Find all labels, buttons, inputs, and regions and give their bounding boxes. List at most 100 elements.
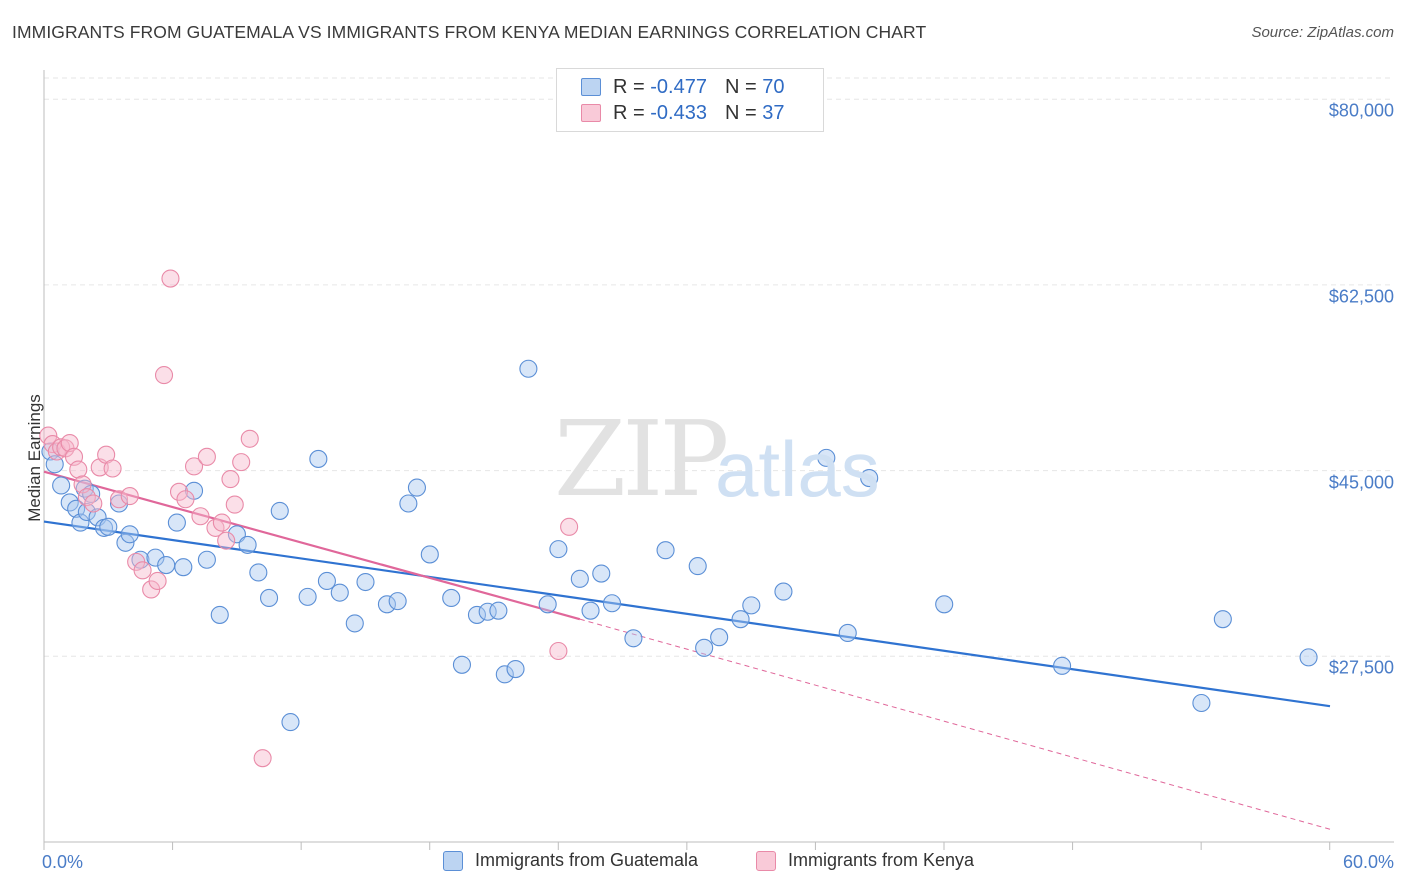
chart-source: Source: ZipAtlas.com	[1251, 24, 1394, 41]
point-guatemala	[116, 533, 135, 552]
point-guatemala	[695, 638, 714, 657]
point-guatemala	[731, 610, 750, 629]
point-guatemala	[377, 595, 396, 614]
watermark-zip: ZIP	[554, 398, 729, 520]
point-guatemala	[570, 569, 589, 588]
bottom-legend-swatch-kenya	[756, 850, 776, 871]
point-kenya	[39, 426, 58, 445]
point-kenya	[133, 561, 152, 580]
point-guatemala	[581, 601, 600, 620]
bottom-legend-kenya: Immigrants from Kenya	[756, 850, 974, 871]
legend-r-label: R =	[613, 101, 645, 124]
point-kenya	[84, 494, 103, 513]
point-guatemala	[356, 572, 375, 592]
point-guatemala	[298, 587, 317, 606]
legend-row-guatemala: R = -0.477 N = 70	[581, 75, 784, 99]
point-guatemala	[538, 595, 557, 614]
trend-line-kenya	[43, 470, 581, 621]
point-guatemala	[467, 605, 487, 624]
point-kenya	[154, 366, 174, 385]
correlation-legend: R = -0.477 N = 70 R = -0.433 N = 37	[556, 68, 824, 132]
point-guatemala	[489, 601, 508, 620]
legend-n-label: N =	[724, 101, 757, 124]
point-guatemala	[281, 713, 300, 732]
point-guatemala	[495, 665, 514, 684]
point-guatemala	[656, 541, 675, 560]
point-guatemala	[442, 588, 461, 607]
point-guatemala	[174, 558, 193, 577]
point-guatemala	[592, 564, 611, 583]
point-guatemala	[774, 582, 793, 601]
point-guatemala	[452, 655, 472, 674]
bottom-legend-guatemala: Immigrants from Guatemala	[443, 850, 698, 871]
point-kenya	[191, 507, 210, 526]
point-guatemala	[317, 571, 336, 591]
point-guatemala	[71, 513, 90, 532]
point-kenya	[161, 269, 180, 288]
axes	[43, 70, 1394, 850]
bottom-legend-label-kenya: Immigrants from Kenya	[788, 850, 975, 870]
point-kenya	[212, 513, 231, 532]
point-kenya	[69, 460, 88, 479]
point-guatemala	[388, 592, 407, 611]
legend-swatch-kenya	[581, 104, 601, 122]
y-tick-label: $80,000	[1328, 100, 1394, 121]
point-kenya	[103, 459, 122, 478]
point-kenya	[176, 490, 195, 509]
point-guatemala	[1213, 610, 1232, 629]
legend-swatch-guatemala	[581, 78, 601, 96]
point-guatemala	[227, 525, 246, 544]
point-kenya	[232, 453, 251, 472]
y-tick-label: $27,500	[1328, 657, 1394, 678]
legend-row-kenya: R = -0.433 N = 37	[581, 101, 784, 125]
legend-n-value: 70	[762, 75, 785, 98]
point-guatemala	[407, 478, 426, 497]
point-kenya	[221, 470, 240, 489]
legend-n-value: 37	[762, 101, 785, 124]
point-kenya	[169, 482, 189, 501]
x-tick-label-min: 0.0%	[42, 852, 84, 872]
point-kenya	[225, 495, 244, 514]
point-guatemala	[330, 583, 349, 602]
chart-title: IMMIGRANTS FROM GUATEMALA VS IMMIGRANTS …	[12, 22, 927, 42]
point-kenya	[549, 641, 568, 661]
point-guatemala	[602, 594, 622, 613]
point-guatemala	[519, 359, 538, 378]
point-guatemala	[399, 494, 418, 513]
trend-line-kenya-extended	[579, 618, 1331, 830]
point-guatemala	[688, 557, 707, 576]
point-guatemala	[99, 517, 118, 536]
point-guatemala	[420, 545, 439, 564]
point-kenya	[217, 531, 236, 550]
point-guatemala	[935, 595, 954, 614]
watermark-atlas: atlas	[715, 425, 880, 513]
data-points	[39, 269, 1318, 768]
legend-n-label: N =	[724, 75, 757, 98]
y-tick-label: $45,000	[1328, 472, 1394, 493]
legend-r-value: -0.477	[650, 75, 707, 98]
point-kenya	[253, 749, 272, 768]
point-guatemala	[210, 605, 229, 624]
bottom-legend-label-guatemala: Immigrants from Guatemala	[475, 850, 699, 870]
point-guatemala	[1053, 656, 1072, 675]
point-guatemala	[109, 494, 129, 513]
y-tick-label: $62,500	[1328, 286, 1394, 307]
point-kenya	[109, 490, 129, 509]
point-kenya	[560, 517, 579, 536]
x-tick-label-max: 60.0%	[1342, 852, 1394, 872]
point-guatemala	[238, 535, 257, 554]
point-kenya	[197, 447, 216, 466]
point-guatemala	[549, 540, 568, 559]
point-kenya	[240, 429, 259, 448]
point-guatemala	[249, 563, 268, 582]
point-guatemala	[624, 629, 643, 648]
point-kenya	[60, 433, 79, 453]
gridlines	[44, 77, 1394, 657]
point-guatemala	[67, 499, 86, 518]
point-guatemala	[197, 550, 216, 569]
trend-line-guatemala	[43, 520, 1331, 708]
point-kenya	[148, 571, 167, 591]
point-guatemala	[167, 513, 186, 532]
point-guatemala	[817, 448, 836, 467]
